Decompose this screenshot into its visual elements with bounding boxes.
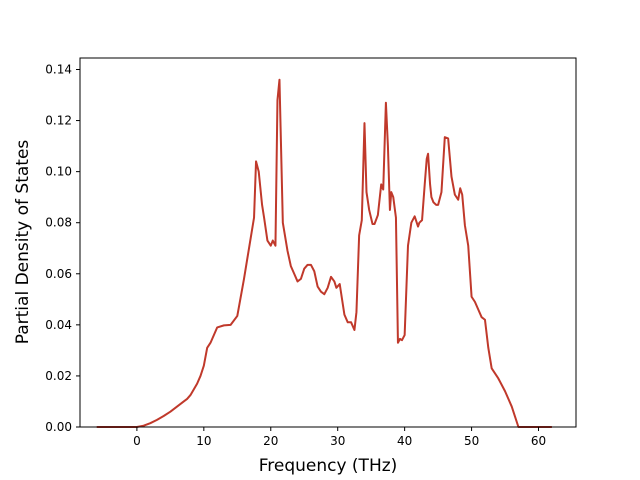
- x-tick-label: 10: [196, 434, 211, 448]
- y-tick-label: 0.10: [45, 165, 72, 179]
- x-axis-label: Frequency (THz): [259, 456, 398, 476]
- x-tick-label: 50: [464, 434, 479, 448]
- y-axis-ticks: 0.00 0.02 0.04 0.06 0.08 0.10 0.12 0.14: [45, 62, 80, 434]
- x-tick-label: 30: [330, 434, 345, 448]
- y-tick-label: 0.12: [45, 114, 72, 128]
- plot-frame: [79, 57, 577, 428]
- x-axis-ticks: 0 10 20 30 40 50 60: [133, 427, 546, 448]
- y-tick-label: 0.04: [45, 318, 72, 332]
- y-tick-label: 0.00: [45, 420, 72, 434]
- y-axis-label: Partial Density of States: [13, 140, 33, 345]
- x-tick-label: 0: [133, 434, 141, 448]
- plot-area: [79, 57, 577, 428]
- x-tick-label: 60: [531, 434, 546, 448]
- x-tick-label: 20: [263, 434, 278, 448]
- y-tick-label: 0.08: [45, 216, 72, 230]
- y-tick-label: 0.02: [45, 369, 72, 383]
- series-line: [96, 78, 552, 428]
- x-tick-label: 40: [397, 434, 412, 448]
- y-tick-label: 0.06: [45, 267, 72, 281]
- y-tick-label: 0.14: [45, 62, 72, 76]
